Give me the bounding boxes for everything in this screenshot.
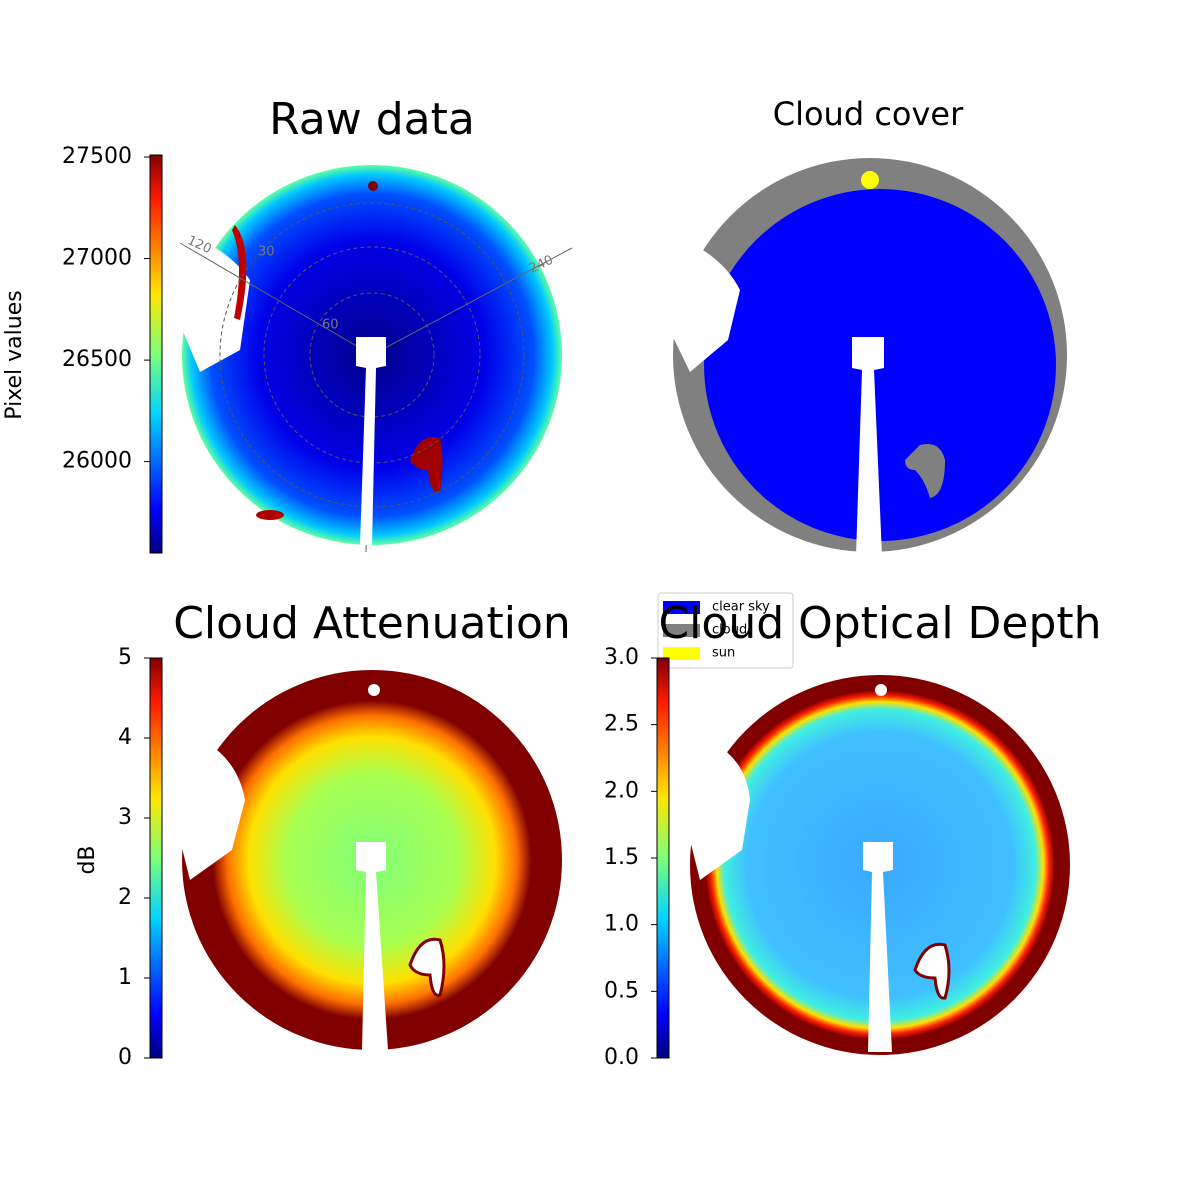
raw-image [170, 165, 573, 553]
colorbar-tick-label: 27000 [62, 246, 132, 271]
colorbar-tick-label: 26500 [62, 347, 132, 372]
colorbar-tick-label: 4 [118, 725, 132, 750]
colorbar-tick-label: 3.0 [604, 645, 639, 670]
legend-label: sun [712, 646, 735, 661]
legend-label: cloud [712, 623, 747, 638]
colorbar-tick-label: 1.5 [604, 845, 639, 870]
colorbar [656, 657, 670, 1059]
colorbar-tick-label: 5 [118, 645, 132, 670]
legend-patch [663, 601, 700, 614]
optical-depth-image [680, 675, 1070, 1055]
colorbar-label: dB [75, 845, 100, 874]
panel-title: Cloud Optical Depth [658, 598, 1101, 649]
colorbar-tick-label: 0.0 [604, 1045, 639, 1070]
attenuation-image [170, 670, 562, 1050]
colorbar [149, 154, 163, 554]
colorbar-tick-label: 26000 [62, 449, 132, 474]
colorbar [149, 657, 163, 1059]
colorbar-tick-label: 1.0 [604, 912, 639, 937]
legend-label: clear sky [712, 600, 770, 615]
legend-patch [663, 647, 700, 660]
colorbar-tick-label: 2.5 [604, 712, 639, 737]
colorbar-tick-label: 2.0 [604, 778, 639, 803]
colorbar-tick-label: 2 [118, 885, 132, 910]
colorbar-tick-label: 0.5 [604, 978, 639, 1003]
polar-label: 60 [322, 318, 339, 333]
cloud-cover-image [655, 158, 1067, 556]
colorbar-tick-label: 27500 [62, 144, 132, 169]
colorbar-tick-label: 1 [118, 965, 132, 990]
colorbar-label: Pixel values [2, 290, 27, 419]
panel-title: Cloud Attenuation [173, 598, 571, 649]
panel-title: Raw data [269, 94, 475, 145]
colorbar-tick-label: 3 [118, 805, 132, 830]
legend-patch [663, 624, 700, 637]
panel-title: Cloud cover [773, 95, 964, 133]
colorbar-tick-label: 0 [118, 1045, 132, 1070]
polar-label: 30 [258, 245, 275, 260]
